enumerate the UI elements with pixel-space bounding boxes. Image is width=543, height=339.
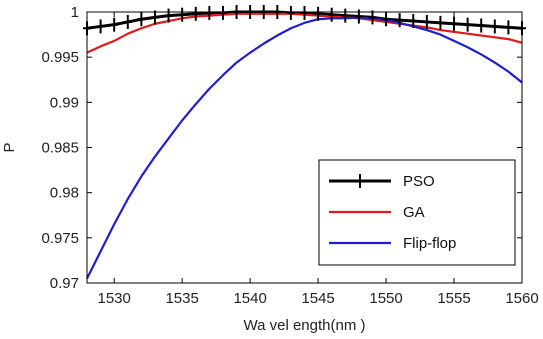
data-point-marker [341,8,350,23]
data-point-marker [300,5,309,20]
data-point-marker [490,19,499,34]
data-point-marker [327,7,336,22]
y-tick-label: 0.975 [41,230,79,247]
ticks-layer: 1530 1535 1540 1545 1550 1555 1560 0.97 0.975 0.9… [41,4,538,307]
y-tick-label: 1 [71,4,79,21]
x-tick-label: 1535 [165,290,198,307]
data-point-marker [137,12,146,27]
series-line-flip-flop [86,16,523,279]
legend-label: Flip-flop [403,235,456,252]
data-point-marker [395,13,404,28]
data-point-marker [218,5,227,20]
data-point-marker [286,5,295,20]
data-point-marker [164,8,173,23]
data-point-marker [368,10,377,25]
y-tick-label: 0.99 [50,94,79,111]
data-point-marker [504,20,513,35]
data-point-marker [123,14,132,29]
x-tick-label: 1550 [369,290,402,307]
x-axis-label: Wa vel ength(nm ) [244,317,366,334]
data-point-marker [463,17,472,32]
y-tick-label: 0.98 [50,185,79,202]
legend-label: PSO [403,173,435,190]
series-layer [83,5,526,279]
data-point-marker [110,17,119,32]
x-tick-label: 1555 [437,290,470,307]
y-axis-label: P [1,142,18,152]
data-point-marker [422,14,431,29]
data-point-marker [96,19,105,34]
data-point-marker [450,16,459,31]
data-point-marker [150,10,159,25]
x-tick-label: 1540 [233,290,266,307]
data-point-marker [477,18,486,33]
data-point-marker [409,14,418,29]
y-tick-label: 0.995 [41,49,79,66]
y-tick-label: 0.985 [41,140,79,157]
data-point-marker [205,5,214,20]
data-point-marker [436,15,445,30]
x-tick-label: 1545 [301,290,334,307]
x-tick-label: 1530 [98,290,131,307]
y-tick-label: 0.97 [50,275,79,292]
legend-label: GA [403,204,425,221]
data-point-marker [191,6,200,21]
legend: PSO GA Flip-flop [318,159,516,266]
x-tick-label: 1560 [505,290,538,307]
